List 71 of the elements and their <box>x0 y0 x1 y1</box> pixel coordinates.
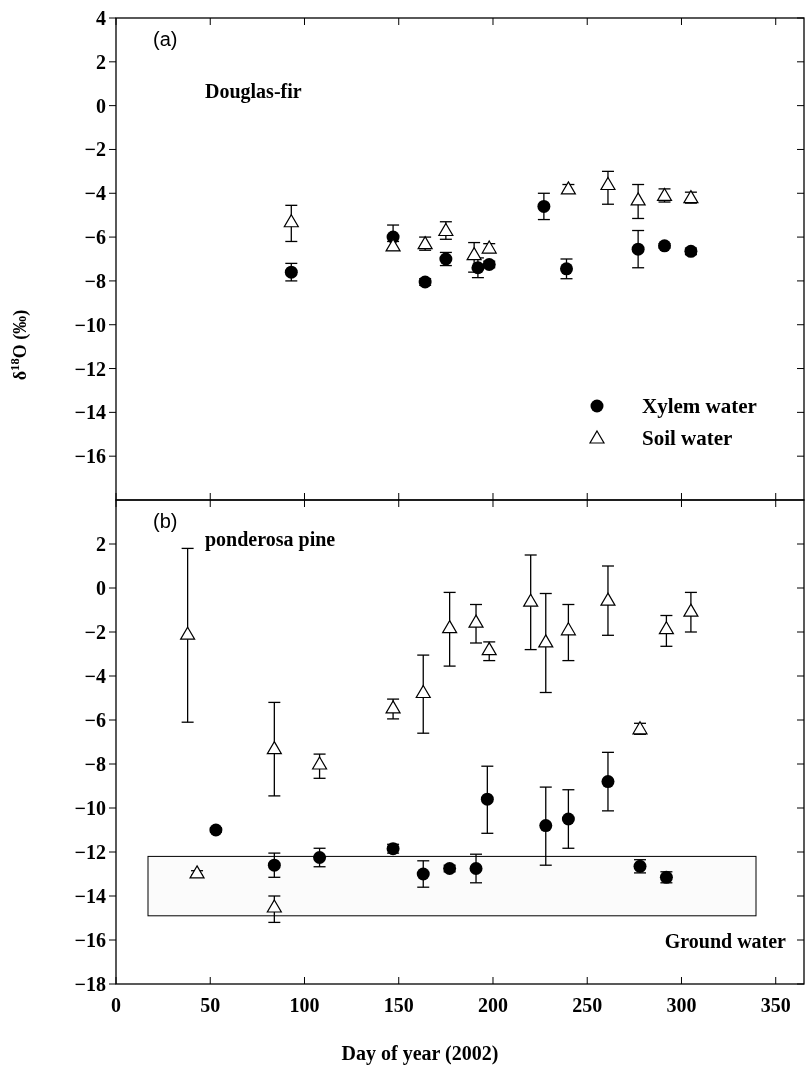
legend-label: Xylem water <box>642 394 757 418</box>
point <box>538 634 554 648</box>
annotation: (a) <box>153 28 178 50</box>
point <box>442 620 458 634</box>
point <box>630 192 646 206</box>
x-tick-label: 0 <box>111 994 121 1016</box>
point <box>560 181 576 195</box>
point <box>537 199 551 213</box>
point <box>466 247 482 261</box>
point <box>311 756 328 770</box>
point <box>266 899 282 913</box>
y-tick-label: −4 <box>84 182 106 205</box>
y-tick-label: −16 <box>74 445 106 468</box>
point <box>385 700 401 714</box>
y-tick-label: −18 <box>74 973 106 995</box>
y-tick-label: 2 <box>96 533 106 555</box>
point <box>415 684 431 699</box>
point <box>283 214 299 228</box>
point <box>267 858 281 872</box>
point <box>189 865 205 879</box>
point <box>560 622 576 636</box>
point <box>469 862 483 875</box>
y-tick-label: 2 <box>96 50 106 73</box>
point <box>480 792 494 806</box>
y-tick-label: −14 <box>74 401 106 424</box>
point <box>561 812 575 826</box>
y-tick-label: 0 <box>96 94 106 117</box>
x-tick-label: 50 <box>200 994 221 1016</box>
y-tick-label: −2 <box>84 138 106 161</box>
x-tick-label: 100 <box>289 994 320 1016</box>
annotation: (b) <box>153 510 178 532</box>
y-tick-label: −6 <box>84 226 106 249</box>
x-tick-label: 300 <box>666 994 697 1016</box>
point <box>658 239 672 253</box>
y-tick-label: −12 <box>74 357 106 380</box>
point <box>631 242 645 256</box>
point <box>468 614 484 628</box>
x-axis-title: Day of year (2002) <box>341 1042 499 1065</box>
point <box>266 741 282 755</box>
point <box>313 851 327 864</box>
y-tick-label: −12 <box>74 841 106 863</box>
point <box>180 626 196 640</box>
y-tick-label: −6 <box>84 709 106 731</box>
y-tick-label: −2 <box>84 621 106 643</box>
annotation: ponderosa pine <box>205 528 336 551</box>
legend-label: Soil water <box>642 426 733 450</box>
annotation: Douglas-fir <box>205 80 302 103</box>
point <box>523 593 539 607</box>
y-tick-label: 0 <box>96 577 106 599</box>
y-tick-label: −10 <box>74 797 106 819</box>
point <box>601 775 615 789</box>
y-tick-label: −8 <box>84 753 106 775</box>
point <box>600 176 616 191</box>
y-tick-label: 4 <box>96 7 106 29</box>
y-tick-label: −10 <box>74 313 106 336</box>
point <box>416 867 430 881</box>
point <box>209 823 223 837</box>
point <box>658 621 674 635</box>
y-tick-label: −4 <box>84 665 106 687</box>
legend-label: Ground water <box>664 930 787 952</box>
point <box>560 262 573 276</box>
point <box>600 592 616 606</box>
x-tick-label: 200 <box>477 994 508 1016</box>
x-tick-label: 250 <box>572 994 603 1016</box>
point <box>683 603 699 617</box>
y-tick-label: −16 <box>74 929 106 951</box>
x-tick-label: 150 <box>383 994 414 1016</box>
y-tick-label: −14 <box>74 885 106 907</box>
point <box>539 819 553 833</box>
y-tick-label: −8 <box>84 269 106 292</box>
x-tick-label: 350 <box>760 994 791 1016</box>
